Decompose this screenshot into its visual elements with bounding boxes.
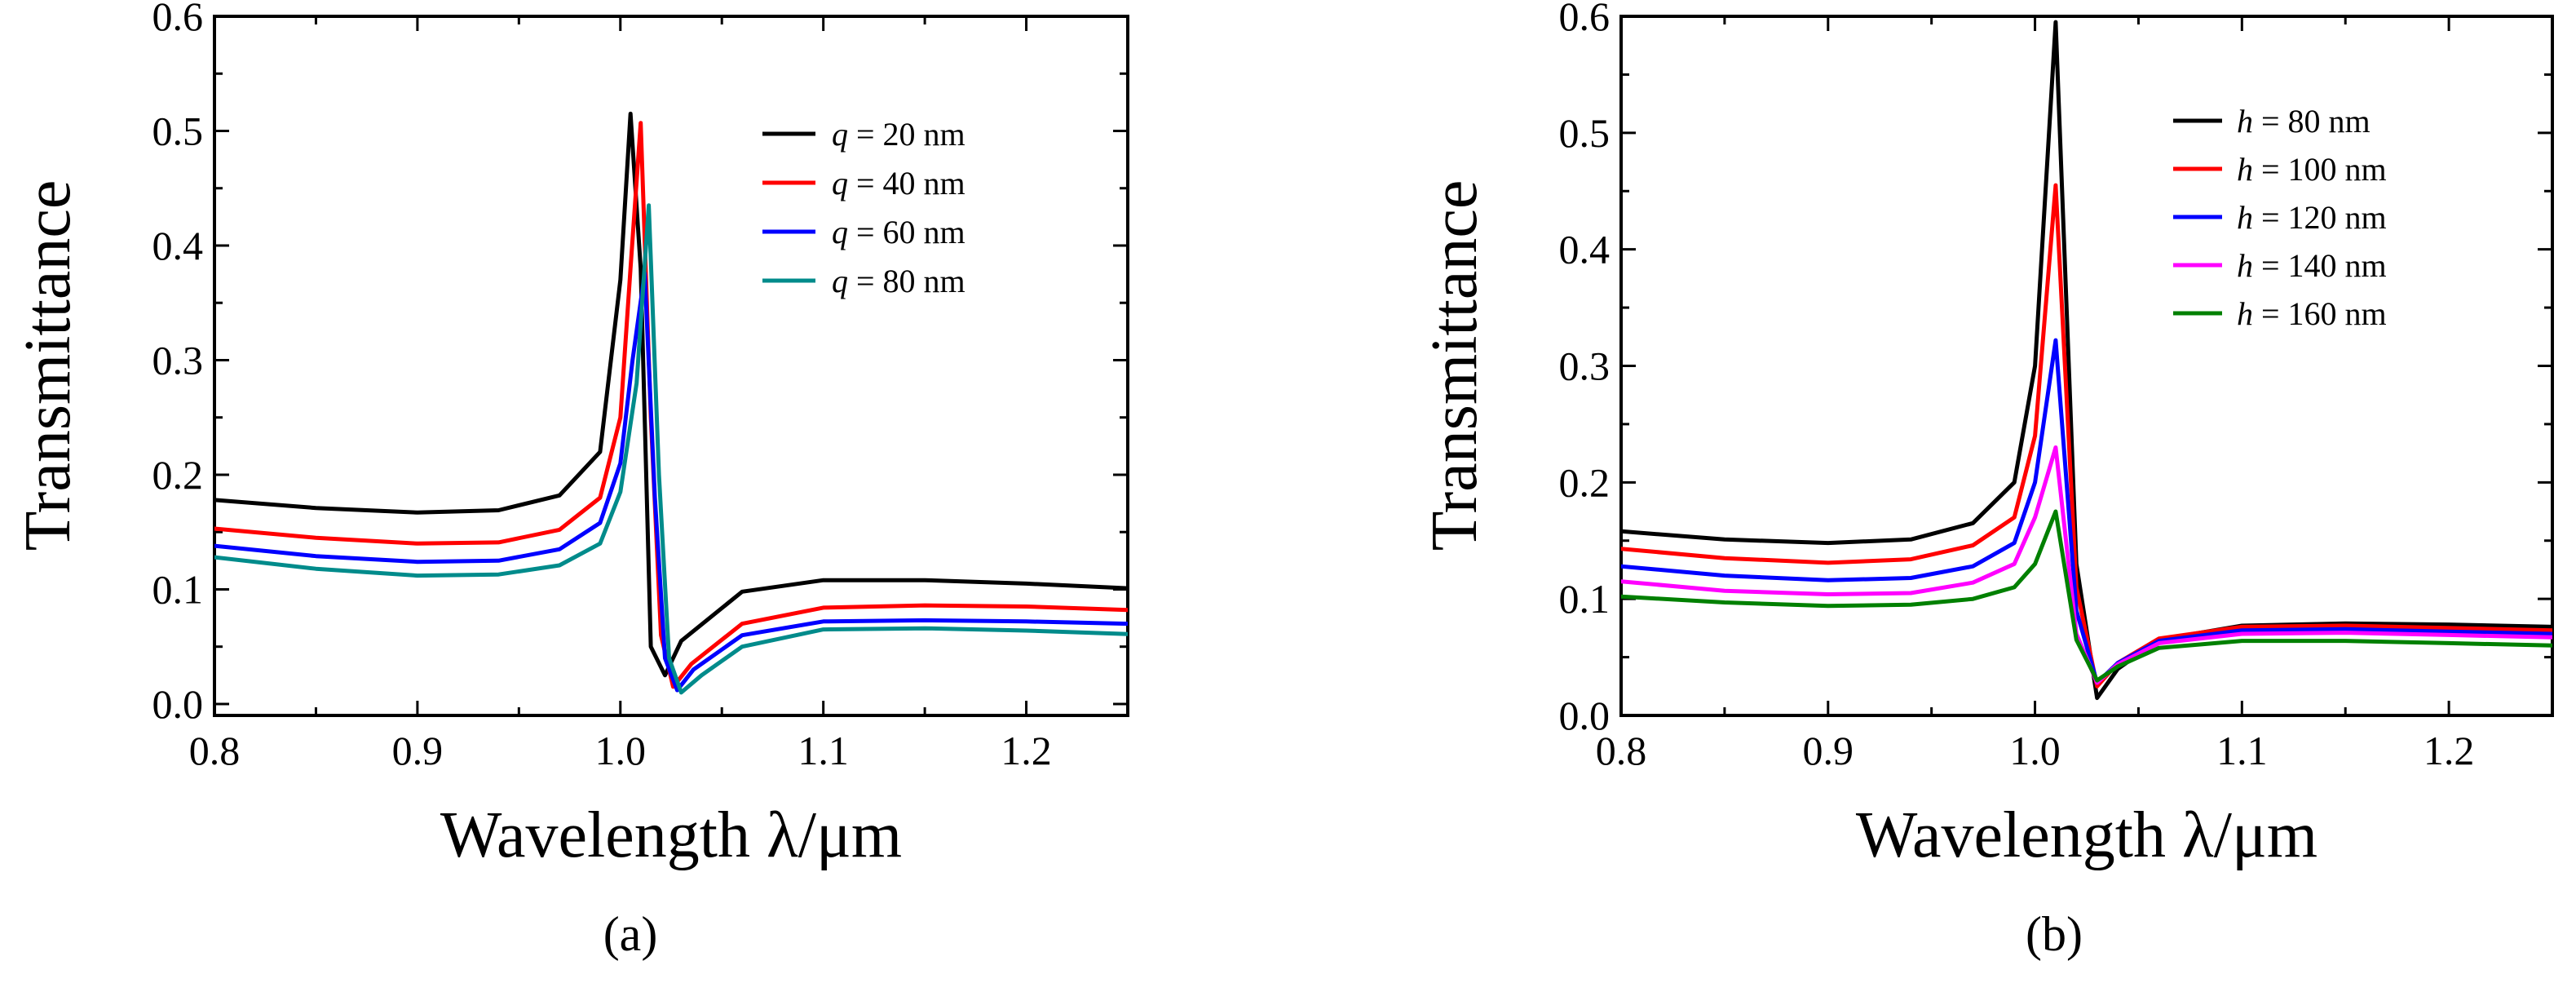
legend-value: = 100 nm: [2253, 151, 2387, 188]
y-tick-label: 0.6: [1559, 0, 1611, 39]
y-tick-label: 0.3: [1559, 343, 1611, 389]
y-tick-label: 0.4: [152, 223, 204, 268]
chart-panel-a: 0.8 0.9 1.0 1.1 1.2 0.0 0.1 0.2 0.3 0.4 0.5 0.6 Tran…: [12, 0, 1129, 961]
y-tick-label: 0.6: [152, 0, 204, 39]
x-tick-label: 1.2: [2424, 728, 2475, 773]
y-axis-title: Transmittance: [12, 180, 84, 551]
y-tick-label: 0.4: [1559, 227, 1611, 272]
chart-panel-b: 0.8 0.9 1.0 1.1 1.2 0.0 0.1 0.2 0.3 0.4 0.5 0.6 Tran…: [1419, 0, 2554, 961]
y-tick-label: 0.5: [1559, 110, 1611, 156]
legend-entry: h = 160 nm: [2237, 295, 2387, 332]
legend-entry: q = 40 nm: [832, 165, 965, 201]
x-tick-label: 0.9: [392, 728, 444, 773]
series-line-1: [1621, 20, 2552, 701]
legend-var: q: [832, 263, 848, 299]
series-line-3: [214, 271, 1128, 693]
y-tick-label: 0.0: [1559, 693, 1611, 738]
plot-frame: [213, 15, 1129, 717]
series-line-4: [214, 203, 1128, 695]
legend-var: h: [2237, 103, 2253, 139]
x-tick-label: 0.8: [189, 728, 241, 773]
legend-value: = 20 nm: [848, 116, 965, 153]
x-tick-label: 1.0: [2009, 728, 2061, 773]
legend-value: = 80 nm: [2253, 103, 2371, 139]
legend-var: h: [2237, 295, 2253, 332]
legend-entry: q = 60 nm: [832, 214, 965, 250]
x-axis-title: Wavelength λ/μm: [440, 799, 902, 871]
legend-entry: q = 20 nm: [832, 116, 965, 153]
series-line-5: [1621, 509, 2552, 683]
legend-value: = 120 nm: [2253, 199, 2387, 236]
y-tick-label: 0.2: [152, 452, 204, 498]
legend-var: q: [832, 214, 848, 250]
y-tick-label: 0.1: [1559, 576, 1611, 622]
legend-entry: h = 120 nm: [2237, 199, 2387, 236]
legend-value: = 40 nm: [848, 165, 965, 201]
legend-value: = 80 nm: [848, 263, 965, 299]
legend-var: h: [2237, 247, 2253, 284]
series-line-1: [214, 111, 1128, 678]
legend-value: = 140 nm: [2253, 247, 2387, 284]
legend-var: q: [832, 165, 848, 201]
legend-value: = 60 nm: [848, 214, 965, 250]
legend-entry: h = 140 nm: [2237, 247, 2387, 284]
x-tick-label: 1.1: [798, 728, 849, 773]
x-tick-label: 0.9: [1803, 728, 1854, 773]
series-group: [1621, 20, 2552, 701]
series-line-4: [1621, 445, 2552, 685]
series-group: [214, 111, 1128, 695]
y-tick-label: 0.1: [152, 566, 204, 612]
panel-label: (a): [603, 907, 658, 961]
x-tick-label: 1.2: [1001, 728, 1052, 773]
x-tick-label: 1.0: [595, 728, 647, 773]
y-tick-label: 0.0: [152, 681, 204, 727]
panel-label: (b): [2026, 907, 2083, 961]
legend-var: h: [2237, 151, 2253, 188]
y-axis-title: Transmittance: [1419, 180, 1491, 551]
legend-var: q: [832, 116, 848, 153]
series-line-3: [1621, 338, 2552, 685]
x-tick-label: 1.1: [2216, 728, 2268, 773]
y-tick-label: 0.3: [152, 337, 204, 383]
y-tick-label: 0.2: [1559, 459, 1611, 505]
legend-entry: h = 100 nm: [2237, 151, 2387, 188]
x-axis-title: Wavelength λ/μm: [1856, 799, 2318, 871]
x-tick-label: 0.8: [1596, 728, 1647, 773]
legend-var: h: [2237, 199, 2253, 236]
legend-entry: h = 80 nm: [2237, 103, 2371, 139]
plot-frame: [1619, 15, 2554, 717]
series-line-2: [214, 121, 1128, 689]
series-line-2: [1621, 183, 2552, 689]
y-tick-label: 0.5: [152, 108, 204, 153]
legend-value: = 160 nm: [2253, 295, 2387, 332]
legend-entry: q = 80 nm: [832, 263, 965, 299]
